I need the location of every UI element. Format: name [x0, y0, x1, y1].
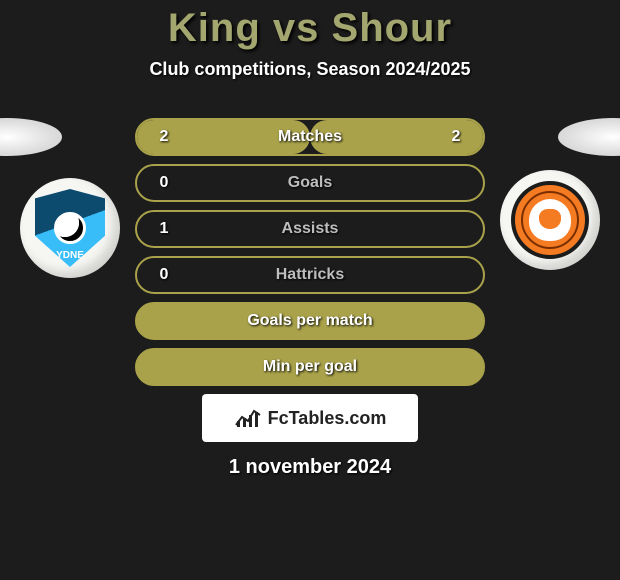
stat-row-matches: 2 Matches 2 [135, 118, 485, 156]
stat-row-hattricks: 0 Hattricks [135, 256, 485, 294]
club-crest-right [511, 181, 589, 259]
club-crest-left: YDNE [35, 189, 105, 267]
stat-row-min-per-goal: Min per goal [135, 348, 485, 386]
stat-row-assists: 1 Assists [135, 210, 485, 248]
stat-label: Goals [191, 174, 429, 192]
stat-label: Assists [191, 220, 429, 238]
club-badge-left: YDNE [20, 178, 120, 278]
stat-label: Min per goal [191, 358, 429, 376]
player-avatar-right [558, 118, 620, 156]
stat-left-value: 1 [137, 220, 191, 238]
lion-icon [529, 199, 571, 241]
stat-left-value: 0 [137, 174, 191, 192]
brand-pill[interactable]: FcTables.com [202, 394, 418, 442]
page-subtitle: Club competitions, Season 2024/2025 [0, 59, 620, 80]
stat-right-value: 2 [429, 128, 483, 146]
page-title: King vs Shour [0, 0, 620, 51]
stat-label: Hattricks [191, 266, 429, 284]
brand-label: FcTables.com [268, 408, 387, 429]
comparison-date: 1 november 2024 [135, 456, 485, 479]
stat-row-goals-per-match: Goals per match [135, 302, 485, 340]
player-avatar-left [0, 118, 62, 156]
brand-chart-icon [234, 407, 262, 429]
stat-left-value: 2 [137, 128, 191, 146]
stat-label: Goals per match [191, 312, 429, 330]
stat-row-goals: 0 Goals [135, 164, 485, 202]
club-badge-right [500, 170, 600, 270]
stats-panel: 2 Matches 2 0 Goals 1 Assists 0 Hattrick… [135, 118, 485, 479]
club-crest-left-label: YDNE [35, 250, 105, 261]
stat-left-value: 0 [137, 266, 191, 284]
stat-label: Matches [191, 128, 429, 146]
